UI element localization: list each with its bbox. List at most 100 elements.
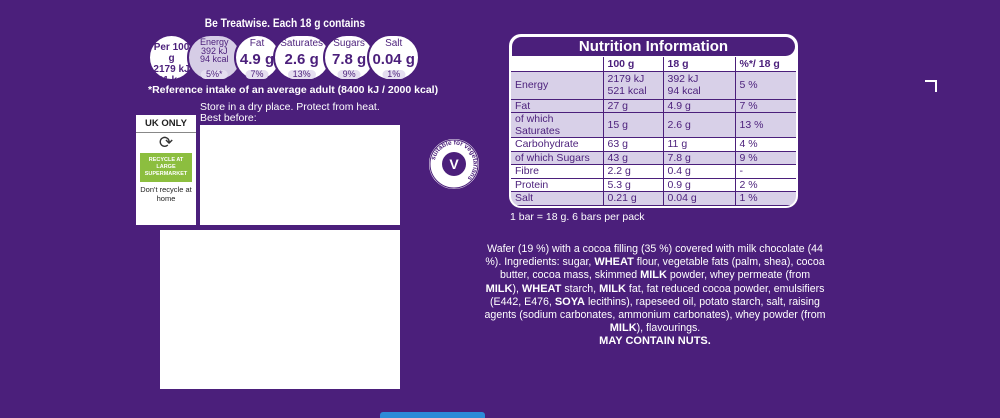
- ingredient-segment: flour, vegetable fats (palm, shea), coco…: [499, 256, 825, 282]
- nutrition-cell: 392 kJ 94 kcal: [663, 71, 736, 99]
- vegetarian-v-mark: V: [449, 156, 459, 172]
- ingredient-segment: powder, whey permeate (from: [666, 269, 811, 282]
- nutrition-cell: 15 g: [603, 112, 664, 138]
- ingredient-segment: starch,: [561, 282, 600, 295]
- nutrition-cell: 2.6 g: [663, 112, 736, 138]
- storage-text: Store in a dry place. Protect from heat.: [200, 101, 380, 113]
- gda-label: Sugars: [333, 38, 365, 49]
- nutrition-cell: 4 %: [739, 138, 758, 151]
- bar-note: 1 bar = 18 g. 6 bars per pack: [510, 211, 645, 223]
- gda-value: 7.8 g: [331, 51, 367, 68]
- nutrition-row: Energy 2179 kJ 521 kcal 392 kJ 94 kcal 5 %: [511, 71, 796, 99]
- dont-recycle-text: Don't recycle at home: [140, 185, 192, 203]
- nutrition-cell: of which Sugars: [511, 151, 604, 165]
- gda-value: 2.6 g: [284, 51, 319, 68]
- nutrition-cell: 7.8 g: [663, 151, 736, 165]
- nutrition-cell: 1 %: [739, 192, 758, 205]
- nutrition-cell: 5 %: [739, 79, 758, 91]
- allergen: SOYA: [554, 295, 585, 308]
- gda-per-label: Per 100 g: [153, 42, 190, 64]
- gda-per-kj: 2179 kJ: [153, 64, 190, 75]
- nutrition-header-cell: 100 g: [603, 57, 664, 71]
- reference-intake-note: *Reference intake of an average adult (8…: [148, 84, 439, 96]
- ingredient-segment: lecithins), rapeseed oil, potato starch,…: [484, 295, 826, 322]
- nutrition-cell: Protein: [511, 178, 604, 192]
- nutrition-cell: 2 %: [739, 178, 758, 191]
- allergen: WHEAT: [594, 256, 634, 269]
- ingredient-segment: Wafer (19 %) with a cocoa filling (35 %)…: [485, 243, 823, 269]
- nutrition-cell: 0.9 g: [663, 178, 736, 192]
- blue-tab: [380, 412, 485, 418]
- gda-pct: 1%: [382, 70, 406, 79]
- nutrition-cell: 27 g: [603, 99, 664, 113]
- nutrition-cell: Energy: [511, 71, 604, 99]
- best-before-box: [200, 125, 400, 225]
- vegetarian-logo: suitable for vegetarians V: [429, 139, 479, 189]
- allergen: MILK: [599, 282, 626, 295]
- gda-pct: 7%: [245, 70, 269, 79]
- nutrition-cell: 2.2 g: [603, 164, 664, 178]
- recycle-at-supermarket: RECYCLE AT LARGE SUPERMARKET: [140, 153, 192, 182]
- gda-label: Salt: [385, 38, 403, 49]
- nutrition-cell: 2179 kJ 521 kcal: [603, 71, 664, 99]
- best-before-label: Best before:: [200, 112, 257, 124]
- ingredient-segment: ), flavourings.: [636, 322, 701, 335]
- allergen: MILK: [485, 282, 513, 295]
- nutrition-cell: 0.4 g: [663, 164, 736, 178]
- nutrition-title: Nutrition Information: [512, 37, 795, 56]
- recycle-label: UK ONLY ⟳ RECYCLE AT LARGE SUPERMARKET D…: [136, 115, 196, 225]
- nutrition-header-row: 100 g 18 g %*/ 18 g: [511, 57, 796, 71]
- nutrition-header-cell: [511, 57, 604, 71]
- blank-print-box: [160, 230, 400, 389]
- nutrition-cell: 13 %: [739, 119, 764, 131]
- check-v-icon: [442, 152, 466, 176]
- gda-per-kcal: 521 kcal: [152, 75, 191, 86]
- nutrition-header-cell: 18 g: [663, 57, 736, 71]
- gda-label: Fat: [249, 38, 265, 49]
- ingredient-segment: ),: [512, 282, 522, 295]
- allergen: MILK: [609, 322, 637, 335]
- nutrition-header-cell: %*/ 18 g: [739, 57, 780, 70]
- ingredients-text: Wafer (19 %) with a cocoa filling (35 %)…: [485, 243, 826, 334]
- gda-label: Saturates: [280, 38, 324, 49]
- nutrition-cell: 11 g: [663, 137, 736, 151]
- allergy-warning: MAY CONTAIN NUTS.: [599, 335, 711, 348]
- recycle-arrow-icon: ⟳: [158, 133, 174, 152]
- gda-value: 0.04 g: [372, 51, 415, 68]
- nutrition-row: Fibre 2.2 g 0.4 g-: [511, 164, 796, 178]
- gda-sugars: Sugars 7.8 g 9%: [322, 34, 376, 81]
- nutrition-cell: Fat: [511, 99, 604, 113]
- gda-value: 4.9 g: [239, 51, 275, 68]
- nutrition-cell: of which Saturates: [511, 112, 604, 138]
- gda-energy: Energy 392 kJ 94 kcal 5%*: [187, 34, 242, 81]
- gda-saturates: Saturates 2.6 g 13%: [272, 34, 331, 81]
- nutrition-cell: -: [739, 165, 744, 178]
- vegetarian-badge-ring: [429, 139, 479, 189]
- nutrition-cell: Salt: [511, 191, 604, 205]
- gda-pct: 5%*: [201, 70, 228, 79]
- nutrition-cell: 43 g: [603, 151, 664, 165]
- gda-pct: 13%: [287, 70, 316, 79]
- nutrition-cell: 9 %: [739, 151, 758, 164]
- gda-label: Energy: [200, 37, 229, 47]
- nutrition-cell: 0.04 g: [663, 191, 736, 205]
- nutrition-cell: 5.3 g: [603, 178, 664, 192]
- gda-pct: 9%: [337, 70, 361, 79]
- storage-info: Store in a dry place. Protect from heat.…: [200, 102, 380, 124]
- gda-value: 94 kcal: [200, 54, 229, 64]
- nutrition-row: of which Saturates 15 g 2.6 g 13 %: [511, 112, 796, 138]
- gda-salt: Salt 0.04 g 1%: [367, 34, 421, 81]
- nutrition-cell: Fibre: [511, 164, 604, 178]
- ingredient-segment: fat, fat reduced cocoa powder, emulsifie…: [490, 282, 825, 308]
- treatwise-heading: Be Treatwise. Each 18 g contains: [204, 16, 366, 30]
- nutrition-cell: 0.21 g: [603, 191, 664, 205]
- crop-mark: [925, 80, 937, 92]
- nutrition-cell: Carbohydrate: [511, 137, 604, 151]
- allergen: WHEAT: [521, 282, 562, 295]
- nutrition-cell: 63 g: [603, 137, 664, 151]
